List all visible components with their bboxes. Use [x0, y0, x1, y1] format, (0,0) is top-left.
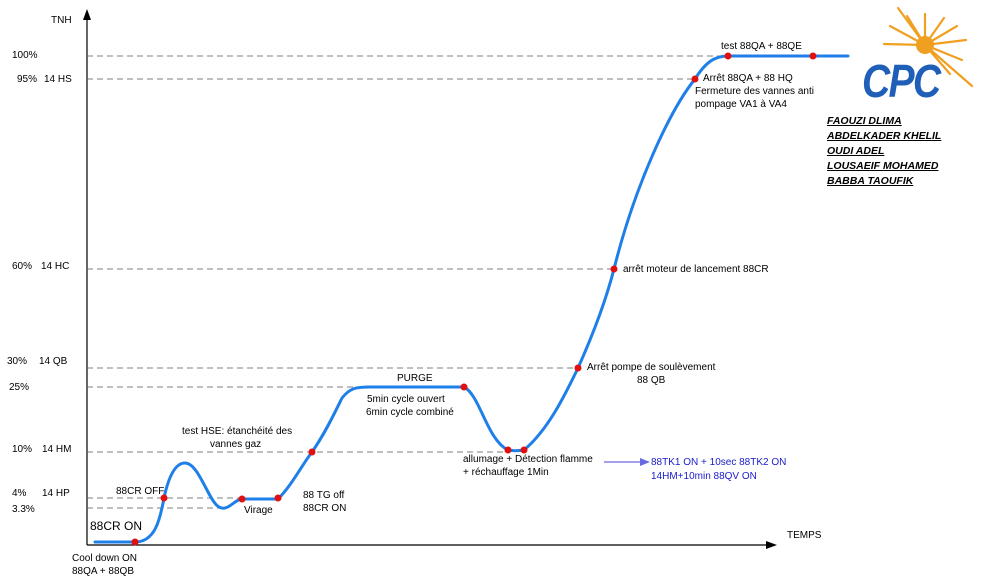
level-4-code: 14 HP: [42, 488, 70, 499]
sun-icon: [882, 6, 974, 88]
tg-off-line1: 88 TG off: [303, 490, 345, 501]
test-hse-line1: test HSE: étanchéité des: [182, 426, 293, 437]
level-25-pct: 25%: [9, 382, 30, 393]
author-1: FAOUZI DLIMA: [827, 115, 902, 127]
pompe-line1: Arrêt pompe de soulèvement: [587, 362, 716, 373]
point-virage: [238, 495, 246, 503]
author-5: BABBA TAOUFIK: [827, 175, 914, 187]
level-3-pct: 3.3%: [12, 504, 35, 515]
point-arret-qa: [691, 75, 699, 83]
cr-off-label: 88CR OFF: [116, 486, 165, 497]
y-axis-title: TNH: [51, 15, 72, 26]
cycle-line1: 5min cycle ouvert: [367, 394, 445, 405]
x-axis-arrowhead: [766, 541, 777, 549]
level-60-code: 14 HC: [41, 261, 70, 272]
arret-qa-line2: Fermeture des vannes anti: [695, 86, 814, 97]
point-allumage-2: [520, 446, 528, 454]
x-axis-title: TEMPS: [787, 530, 822, 541]
level-10-pct: 10%: [12, 444, 33, 455]
author-4: LOUSAEIF MOHAMED: [827, 160, 939, 172]
pompe-line2: 88 QB: [637, 375, 666, 386]
point-allumage-1: [504, 446, 512, 454]
cr-on-label: 88CR ON: [90, 519, 143, 533]
point-cool-down: [131, 538, 139, 546]
author-3: OUDI ADEL: [827, 145, 885, 157]
author-2: ABDELKADER KHELIL: [827, 130, 942, 142]
moteur-label: arrêt moteur de lancement 88CR: [623, 264, 769, 275]
level-95-code: 14 HS: [44, 74, 72, 85]
level-30-code: 14 QB: [39, 356, 68, 367]
tk-line1: 88TK1 ON + 10sec 88TK2 ON: [651, 457, 787, 468]
point-purge-end: [460, 383, 468, 391]
tk-arrow-head: [640, 458, 650, 466]
allumage-line1: allumage + Détection flamme: [463, 454, 593, 465]
cool-down-line1: Cool down ON: [72, 553, 138, 564]
arret-qa-line3: pompage VA1 à VA4: [695, 99, 787, 110]
level-100-pct: 100%: [12, 50, 38, 61]
level-30-pct: 30%: [7, 356, 28, 367]
tg-off-line2: 88CR ON: [303, 503, 347, 514]
purge-label: PURGE: [397, 373, 433, 384]
test-qa-label: test 88QA + 88QE: [721, 41, 802, 52]
level-4-pct: 4%: [12, 488, 27, 499]
test-hse-line2: vannes gaz: [210, 439, 262, 450]
point-moteur: [610, 265, 618, 273]
point-test-1: [724, 52, 732, 60]
point-tg-off: [274, 494, 282, 502]
y-axis-arrowhead: [83, 9, 91, 20]
allumage-line2: + réchauffage 1Min: [463, 467, 549, 478]
tk-line2: 14HM+10min 88QV ON: [651, 471, 757, 482]
point-test-2: [809, 52, 817, 60]
point-hm: [308, 448, 316, 456]
cool-down-line2: 88QA + 88QB: [72, 566, 134, 577]
point-cr-off: [160, 494, 168, 502]
virage-label: Virage: [244, 505, 273, 516]
level-guides: [87, 55, 720, 509]
point-pompe: [574, 364, 582, 372]
level-60-pct: 60%: [12, 261, 33, 272]
level-10-code: 14 HM: [42, 444, 72, 455]
level-95-pct: 95%: [17, 74, 38, 85]
cpc-logo: CPC: [862, 55, 941, 107]
cycle-line2: 6min cycle combiné: [366, 407, 454, 418]
key-points: [131, 52, 817, 546]
arret-qa-line1: Arrêt 88QA + 88 HQ: [703, 73, 793, 84]
